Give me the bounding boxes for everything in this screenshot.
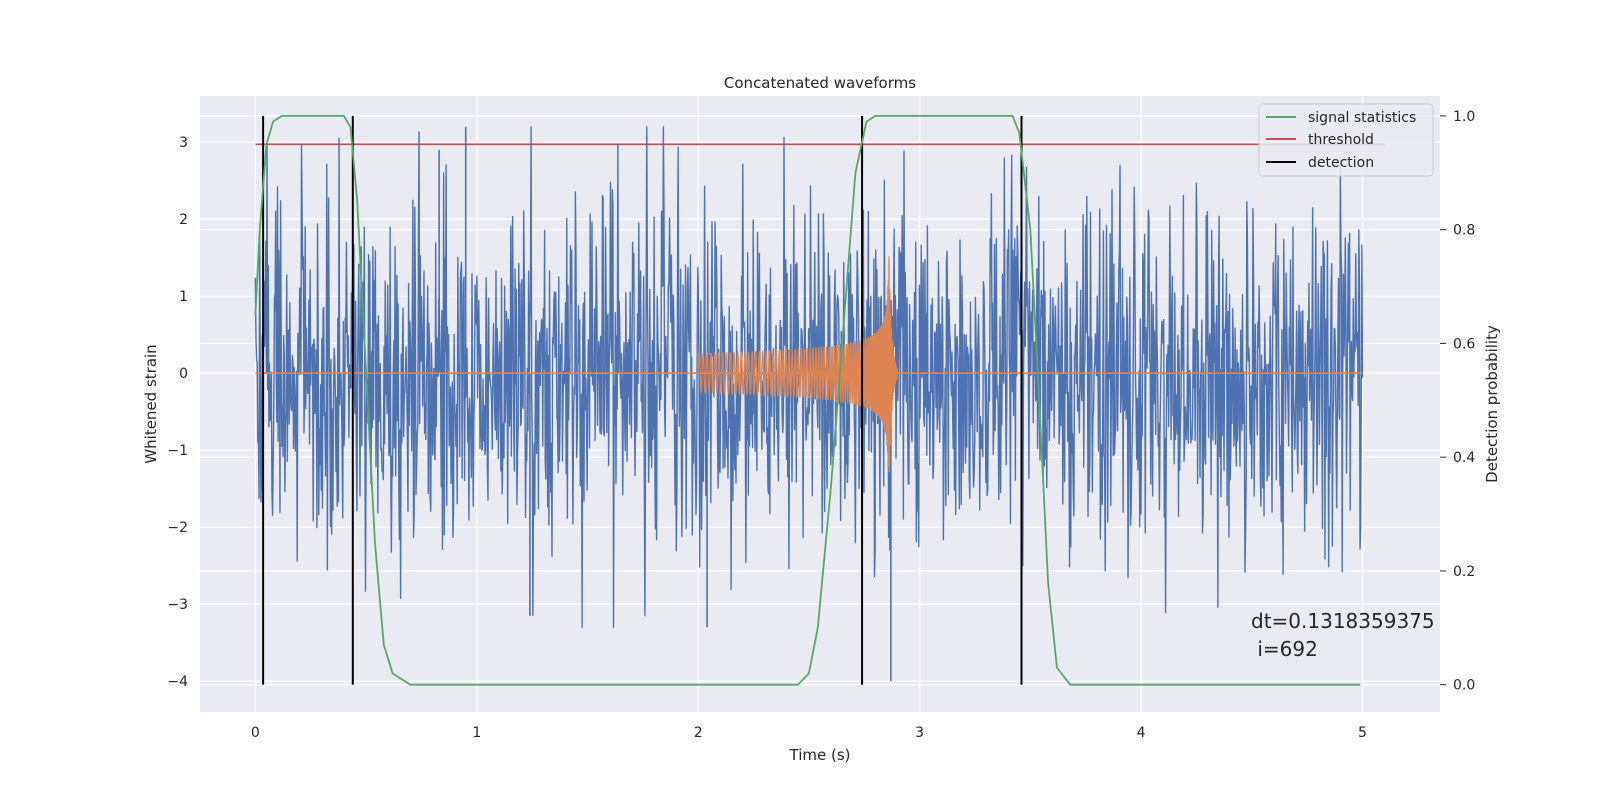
legend-entry-detection: detection	[1266, 155, 1374, 171]
tick-labels: 0 1 2 3 4 5 −4 −3 −2 −1 0 1 2 3 0.0 0.2 0.4 0.6 0.8 1.0	[167, 109, 1475, 741]
x-axis-label: Time (s)	[789, 746, 851, 764]
y2-tick-label: 0.2	[1453, 564, 1475, 580]
legend: signal statistics threshold detection	[1258, 103, 1434, 177]
y-tick-label: 0	[179, 366, 188, 382]
grid-lines	[200, 96, 1440, 712]
y2-tick-label: 1.0	[1453, 109, 1475, 125]
y2-tick-label: 0.0	[1453, 678, 1475, 694]
legend-label-detection: detection	[1308, 155, 1374, 171]
detection-overlay	[254, 115, 1385, 686]
y-tick-label: −3	[167, 597, 188, 613]
y-tick-label: −4	[167, 674, 188, 690]
y2-tick-label: 0.4	[1453, 450, 1475, 466]
annotation-index: i=692	[1251, 637, 1318, 661]
x-tick-label: 5	[1358, 725, 1367, 741]
chart-title: Concatenated waveforms	[724, 74, 916, 92]
legend-entry-signal-statistics: signal statistics	[1266, 110, 1416, 126]
y-tick-label: −2	[167, 520, 188, 536]
x-tick-label: 0	[251, 725, 260, 741]
x-tick-label: 1	[472, 725, 481, 741]
y-tick-label: 2	[179, 212, 188, 228]
y2-tick-label: 0.6	[1453, 336, 1475, 352]
annotation-dt: dt=0.1318359375	[1251, 609, 1435, 633]
y-tick-label: 1	[179, 289, 188, 305]
y-axis-label: Whitened strain	[142, 344, 160, 463]
legend-label-threshold: threshold	[1308, 132, 1374, 148]
x-tick-label: 2	[694, 725, 703, 741]
x-tick-label: 4	[1137, 725, 1146, 741]
x-tick-label: 3	[915, 725, 924, 741]
signal-statistics-line	[254, 115, 1361, 686]
chirp-series	[255, 256, 1363, 473]
y-tick-label: 3	[179, 135, 188, 151]
y2-tick-label: 0.8	[1453, 223, 1475, 239]
legend-label-signal-statistics: signal statistics	[1308, 110, 1416, 126]
y-tick-label: −1	[167, 443, 188, 459]
legend-box	[1258, 103, 1434, 177]
chirp-line	[697, 256, 899, 473]
y2-axis-label: Detection probability	[1483, 325, 1501, 483]
legend-entry-threshold: threshold	[1266, 132, 1374, 148]
